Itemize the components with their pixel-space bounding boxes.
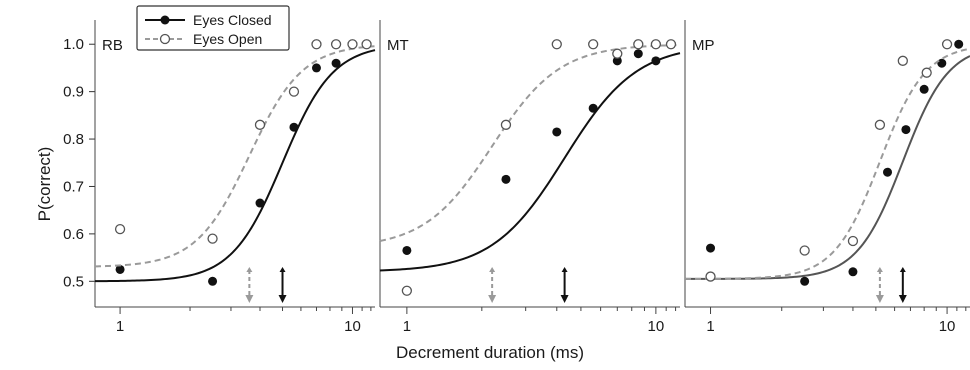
data-point-eyes-open: [114, 223, 126, 235]
legend-label: Eyes Open: [193, 31, 262, 47]
data-point-eyes-open: [361, 39, 372, 50]
legend-label: Eyes Closed: [193, 12, 272, 28]
data-point-eyes-closed: [208, 276, 218, 286]
data-point-eyes-open: [612, 48, 623, 59]
fit-curve-eyes-closed: [379, 52, 681, 272]
arrow-head-down: [875, 295, 884, 303]
data-point-eyes-closed: [588, 103, 598, 113]
y-tick-label: 0.9: [63, 84, 84, 101]
arrow-head-down: [898, 295, 907, 303]
arrow-head-down: [278, 295, 287, 303]
threshold-arrow-eyes-closed: [560, 267, 569, 303]
x-tick-label: 1: [403, 318, 411, 335]
y-tick-label: 0.8: [63, 131, 84, 148]
legend-box: [136, 5, 290, 51]
arrow-head-down: [488, 295, 497, 303]
data-point-eyes-open: [633, 39, 644, 50]
data-point-eyes-closed: [937, 58, 947, 68]
threshold-arrow-eyes-open: [875, 267, 884, 303]
panel-label: MT: [387, 37, 409, 54]
threshold-arrow-eyes-open: [245, 267, 254, 303]
data-point-eyes-closed: [552, 127, 562, 137]
data-point-eyes-closed: [255, 198, 265, 208]
fit-curve-eyes-open: [94, 45, 376, 268]
arrow-head-down: [560, 295, 569, 303]
data-point-eyes-closed: [331, 58, 341, 68]
data-point-eyes-open: [207, 233, 218, 244]
x-axis-title: Decrement duration (ms): [396, 343, 584, 362]
arrow-head-up: [489, 267, 496, 272]
panels: 1 10 RB 1 10 MT 1 10 MP: [94, 20, 970, 335]
data-point-eyes-closed: [402, 245, 412, 255]
arrow-head-up: [899, 267, 906, 272]
arrow-head-up: [279, 267, 286, 272]
arrow-head-up: [876, 267, 883, 272]
data-point-eyes-closed: [800, 276, 810, 286]
x-tick-label: 10: [939, 318, 956, 335]
y-axis-title: P(correct): [35, 147, 54, 222]
arrow-head-up: [246, 267, 253, 272]
legend-marker: [160, 15, 170, 25]
y-tick-label: 0.5: [63, 273, 84, 290]
data-point-eyes-closed: [883, 167, 893, 177]
data-point-eyes-open: [311, 39, 322, 50]
legend-marker: [159, 33, 171, 45]
data-point-eyes-open: [288, 86, 300, 97]
data-point-eyes-closed: [706, 243, 716, 253]
threshold-arrow-eyes-closed: [898, 267, 907, 303]
data-point-eyes-open: [347, 39, 358, 50]
panel-rb: 1 10 RB: [94, 20, 376, 335]
x-tick-label: 10: [344, 318, 361, 335]
data-point-eyes-closed: [501, 174, 511, 184]
arrow-head-down: [245, 295, 254, 303]
data-point-eyes-open: [705, 271, 716, 282]
x-tick-label: 1: [706, 318, 714, 335]
data-point-eyes-open: [941, 39, 953, 50]
legend-entry: Eyes Open: [145, 31, 262, 47]
y-tick-label: 0.6: [63, 226, 84, 243]
data-point-eyes-open: [847, 235, 859, 247]
legend-entry: Eyes Closed: [145, 12, 272, 28]
data-point-eyes-closed: [651, 56, 661, 66]
data-point-eyes-open: [401, 285, 413, 296]
data-point-eyes-open: [897, 55, 908, 66]
panel-label: RB: [102, 37, 123, 54]
data-point-eyes-open: [588, 39, 599, 50]
threshold-arrow-eyes-open: [488, 267, 497, 303]
data-point-eyes-closed: [115, 264, 125, 274]
data-point-eyes-closed: [848, 267, 858, 277]
data-point-eyes-closed: [612, 56, 622, 66]
data-point-eyes-open: [500, 119, 512, 130]
arrow-head-up: [561, 267, 568, 272]
data-point-eyes-closed: [901, 125, 911, 135]
y-tick-label: 1.0: [63, 36, 84, 53]
data-point-eyes-closed: [289, 122, 299, 132]
y-axis-ticks: 0.5 0.6 0.7 0.8 0.9 1.0: [63, 36, 95, 290]
data-point-eyes-closed: [311, 63, 321, 73]
data-point-eyes-open: [665, 39, 677, 50]
data-point-eyes-open: [874, 119, 886, 130]
data-point-eyes-open: [551, 39, 562, 50]
data-point-eyes-open: [650, 39, 662, 50]
legend: Eyes Closed Eyes Open: [136, 5, 290, 51]
data-point-eyes-open: [799, 245, 810, 256]
panel-mt: 1 10 MT: [379, 20, 681, 335]
panel-mp: 1 10 MP: [684, 20, 970, 335]
threshold-arrow-eyes-closed: [278, 267, 287, 303]
x-tick-label: 10: [648, 318, 665, 335]
data-point-eyes-open: [921, 67, 932, 78]
fit-curve-eyes-closed: [94, 49, 376, 283]
x-tick-label: 1: [116, 318, 124, 335]
data-point-eyes-closed: [633, 49, 643, 59]
data-point-eyes-open: [330, 39, 342, 50]
y-tick-label: 0.7: [63, 178, 84, 195]
fit-curve-eyes-closed: [684, 55, 970, 280]
fit-curve-eyes-open: [379, 44, 681, 242]
data-point-eyes-open: [254, 119, 266, 130]
data-point-eyes-closed: [954, 39, 964, 49]
panel-label: MP: [692, 37, 715, 54]
fit-curve-eyes-open: [684, 47, 970, 280]
data-point-eyes-closed: [919, 84, 929, 94]
